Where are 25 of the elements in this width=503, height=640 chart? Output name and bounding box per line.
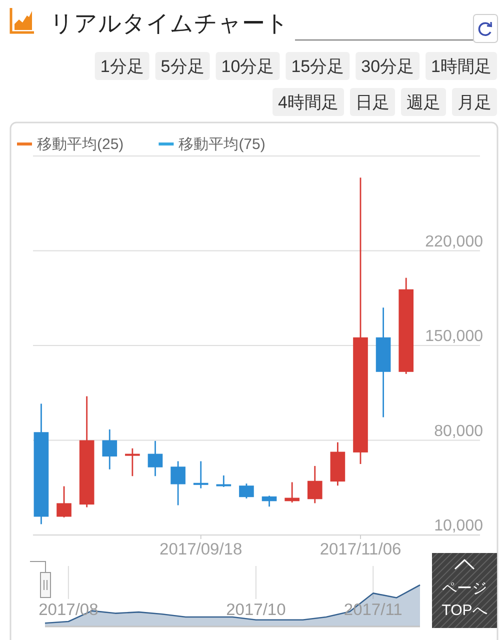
button: 1時間足 [426,52,497,80]
button: 5分足 [155,52,210,80]
button: 1分足 [94,52,150,80]
tick-label: 80,000 [434,422,483,440]
button: 10分足 [216,52,280,80]
legend-label: 移動平均(25) [37,136,124,153]
tick-label: 2017/09/18 [160,540,242,558]
tick-label: 2017/11/06 [320,540,402,558]
button: 月足 [452,88,497,116]
button: 4時間足 [272,88,344,116]
tick-label: 2017/10 [226,601,286,619]
button: 週足 [401,88,446,116]
tick-label: 150,000 [425,328,483,345]
button: 30分足 [356,52,420,80]
title: リアルタイムチャート [50,10,289,36]
tick-label: 2017/08 [38,601,98,619]
legend-label: 移動平均(75) [178,136,266,153]
button: 日足 [350,88,395,116]
tick-label: 220,000 [425,233,483,250]
tick-label: 10,000 [434,518,483,534]
legend-item: 移動平均(75) [158,136,266,153]
button: 15分足 [286,52,350,80]
legend-item: 移動平均(25) [17,136,124,153]
tick-label: 2017/11 [344,601,402,619]
button: ページ TOPへ [432,553,497,628]
